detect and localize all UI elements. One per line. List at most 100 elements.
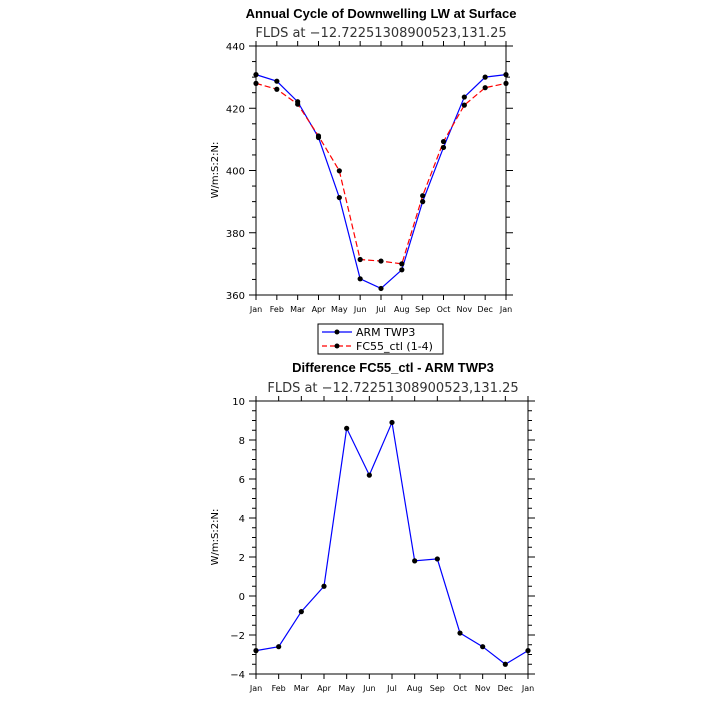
legend: ARM TWP3 FC55_ctl (1-4) — [317, 323, 444, 355]
chart-1-series-2-point — [315, 133, 322, 139]
chart-1-series-2-point — [482, 85, 488, 91]
chart-2-ytick-label: −2 — [230, 631, 245, 642]
chart-1-series-1-point — [482, 74, 488, 80]
chart-1-axes: Jan Feb Mar Apr May Jun Jul Aug Sep Oct Nov Dec Jan 3… — [226, 41, 513, 314]
chart-2-series-1-point — [525, 648, 531, 654]
chart-2-series-1-point — [434, 556, 440, 562]
chart-1-series-1-point — [440, 144, 447, 151]
chart-1-series-line-2 — [255, 82, 507, 265]
chart-1-series-1-point — [336, 194, 342, 201]
chart-1-series-2-point — [420, 193, 426, 199]
chart-1-series-1-point — [503, 72, 509, 78]
chart-1-xtick-label: Jan — [499, 305, 512, 314]
chart-2-series-1-point — [389, 419, 395, 426]
chart-2-series-1-point — [253, 648, 259, 654]
chart-2-xtick-label: Aug — [407, 684, 423, 693]
chart-1-xtick-label: Feb — [270, 305, 284, 314]
chart-2-series-1-point — [321, 583, 327, 589]
chart-1-series-1-point — [461, 94, 467, 100]
chart-1-series-1-point — [357, 276, 363, 282]
chart-1-series-line-1 — [255, 74, 507, 290]
chart-2-ytick-label: 8 — [239, 436, 245, 447]
chart-2-plot-frame — [255, 400, 529, 675]
chart-1-series-2-point — [503, 80, 509, 86]
chart-2-ytick-label: 4 — [239, 514, 245, 525]
chart-2-ytick-label: 0 — [239, 592, 245, 603]
legend-label-arm: ARM TWP3 — [356, 326, 415, 339]
chart-1-xtick-label: Jun — [353, 305, 367, 314]
chart-1-xtick-label: Jan — [249, 305, 262, 314]
chart-1-marks — [253, 72, 509, 292]
legend-marker-arm — [334, 329, 340, 335]
legend-marker-fc55 — [334, 343, 340, 349]
legend-box — [317, 323, 444, 355]
chart-1-series-2-point — [357, 256, 363, 263]
legend-label-fc55: FC55_ctl (1-4) — [356, 340, 433, 353]
chart-1-xtick-label: Sep — [415, 305, 430, 314]
chart-1-series-1-point — [378, 285, 384, 292]
chart-2-ytick-label: 6 — [239, 475, 245, 486]
chart-1-series-2-point — [399, 261, 405, 267]
chart-1-ytick-label: 420 — [226, 104, 245, 115]
chart-1-xtick-label: Aug — [394, 305, 410, 314]
chart-2-xtick-label: Jul — [386, 684, 397, 693]
chart-2-series-1-point — [412, 558, 418, 564]
chart-2-xtick-label: Jan — [521, 684, 534, 693]
chart-2-title: Difference FC55_ctl - ARM TWP3 — [292, 360, 494, 375]
chart-2-axes: Jan Feb Mar Apr May Jun Jul Aug Sep Oct Nov Dec Jan−… — [230, 396, 535, 693]
chart-1-series-2-point — [295, 101, 301, 107]
chart-2-series-1-point — [366, 472, 372, 478]
chart-1-xtick-label: Oct — [437, 305, 451, 314]
chart-1-series-1-point — [420, 199, 426, 205]
chart-1-series-2-point — [378, 258, 384, 264]
chart-1-series-2-point — [336, 168, 342, 174]
chart-2-xtick-label: Dec — [498, 684, 513, 693]
chart-1-series-1-point — [253, 72, 259, 78]
chart-2-xtick-label: Feb — [272, 684, 286, 693]
chart-2-ytick-label: 2 — [239, 553, 245, 564]
chart-2-series-1-point — [344, 425, 350, 431]
chart-2-subtitle: FLDS at −12.72251308900523,131.25 — [267, 381, 518, 396]
chart-1-xtick-label: Mar — [290, 305, 306, 314]
chart-2: Difference FC55_ctl - ARM TWP3 FLDS at −… — [210, 360, 535, 693]
chart-2-ytick-label: −4 — [230, 670, 245, 681]
chart-1-y-axis-label: W/m:S:2:N: — [210, 142, 221, 199]
chart-2-xtick-label: Jun — [362, 684, 376, 693]
chart-2-xtick-label: Apr — [317, 684, 332, 693]
chart-1-ytick-label: 440 — [226, 42, 245, 53]
chart-1-series-2-point — [274, 86, 280, 92]
chart-2-xtick-label: May — [338, 684, 355, 693]
chart-2-series-1-point — [276, 644, 282, 650]
chart-1-ytick-label: 380 — [226, 229, 245, 240]
chart-1-xtick-label: Apr — [312, 305, 327, 314]
chart-2-series-1-point — [457, 630, 463, 636]
chart-1-xtick-label: May — [331, 305, 348, 314]
chart-1-series-2-point — [461, 102, 467, 108]
chart-1-series-2-point — [440, 138, 447, 145]
chart-1-series-2-point — [253, 80, 259, 86]
chart-2-series-1-point — [480, 644, 486, 650]
chart-2-series-1-point — [298, 609, 304, 615]
chart-1-xtick-label: Jul — [375, 305, 386, 314]
chart-2-xtick-label: Mar — [294, 684, 310, 693]
chart-1-xtick-label: Nov — [457, 305, 473, 314]
chart-2-xtick-label: Nov — [475, 684, 491, 693]
chart-2-marks — [253, 419, 531, 667]
chart-2-xtick-label: Sep — [430, 684, 445, 693]
chart-2-series-1-point — [502, 661, 508, 667]
chart-1-ytick-label: 400 — [226, 167, 245, 178]
chart-2-series-line-1 — [255, 420, 529, 665]
chart-1-subtitle: FLDS at −12.72251308900523,131.25 — [255, 26, 506, 41]
chart-1-plot-frame — [255, 45, 507, 296]
chart-2-xtick-label: Oct — [453, 684, 467, 693]
chart-1-title: Annual Cycle of Downwelling LW at Surfac… — [246, 6, 517, 21]
chart-1: Annual Cycle of Downwelling LW at Surfac… — [210, 6, 516, 314]
chart-2-y-axis-label: W/m:S:2:N: — [210, 509, 221, 566]
chart-2-ytick-label: 10 — [232, 397, 245, 408]
chart-1-xtick-label: Dec — [477, 305, 492, 314]
chart-1-series-1-point — [274, 78, 280, 84]
chart-2-xtick-label: Jan — [249, 684, 262, 693]
chart-1-ytick-label: 360 — [226, 291, 245, 302]
chart-1-series-1-point — [399, 267, 405, 273]
